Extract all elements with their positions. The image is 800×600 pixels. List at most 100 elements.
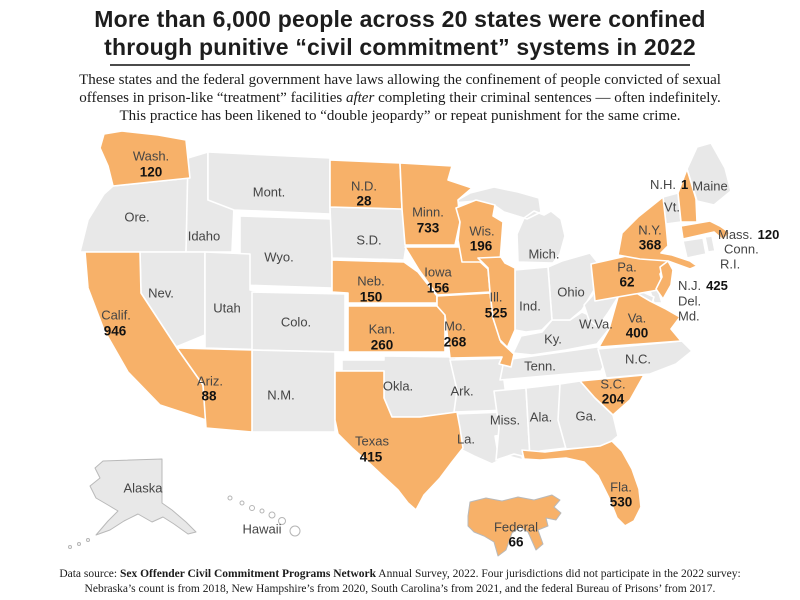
state-value-missouri: 268 [444, 335, 467, 350]
states-with-count [84, 130, 731, 557]
state-label-montana: Mont. [253, 185, 286, 200]
federal-mini-us-shape [467, 494, 562, 557]
callout-connecticut: Conn. [724, 242, 759, 257]
state-label-illinois: Ill. [490, 290, 503, 305]
state-illinois [477, 256, 516, 354]
state-value-pennsylvania: 62 [619, 275, 634, 290]
state-label-ohio: Ohio [557, 285, 584, 300]
callout-new-jersey: N.J. 425 [678, 278, 728, 293]
state-value-virginia: 400 [626, 326, 649, 341]
state-alaska [89, 458, 197, 536]
state-value-minnesota: 733 [417, 221, 440, 236]
state-label-nebraska: Neb. [357, 274, 384, 289]
state-label-pennsylvania: Pa. [617, 260, 637, 275]
callout-rhode-island: R.I. [720, 257, 740, 272]
state-label-west-virginia: W.Va. [579, 317, 613, 332]
state-label-arkansas: Ark. [450, 384, 473, 399]
state-label-oregon: Ore. [124, 210, 149, 225]
state-label-washington: Wash. [133, 149, 169, 164]
state-label-wyoming: Wyo. [264, 250, 294, 265]
state-label-hawaii: Hawaii [242, 522, 281, 537]
state-value-south-carolina: 204 [602, 392, 625, 407]
state-label-alabama: Ala. [530, 410, 552, 425]
state-maine [686, 142, 732, 206]
state-label-wisconsin: Wis. [469, 224, 494, 239]
state-label-indiana: Ind. [519, 299, 541, 314]
outside-labels: N.H. 1 Mass. 120 Conn. R.I. N.J. 425 Del. M… [650, 177, 779, 324]
state-label-kansas: Kan. [369, 322, 396, 337]
state-label-california: Calif. [101, 308, 131, 323]
state-florida [521, 440, 642, 527]
state-label-alaska: Alaska [123, 481, 163, 496]
state-label-south-carolina: S.C. [600, 377, 625, 392]
subtitle-line-2: offenses in prison-like “treatment” faci… [79, 90, 721, 106]
state-montana [207, 151, 331, 215]
state-new-york [617, 196, 698, 270]
alaska-aleutian-island [77, 542, 81, 546]
federal-label: Federal [494, 520, 538, 535]
state-washington [99, 130, 191, 187]
state-label-idaho: Idaho [188, 229, 221, 244]
callout-new-hampshire: N.H. 1 [650, 177, 688, 192]
state-new-jersey [655, 260, 674, 300]
state-arizona [176, 347, 253, 433]
state-virginia [598, 290, 682, 348]
state-label-arizona: Ariz. [197, 374, 223, 389]
callout-delaware: Del. [678, 294, 701, 309]
state-connecticut [682, 237, 707, 259]
state-value-iowa: 156 [427, 281, 450, 296]
state-colorado [251, 291, 346, 353]
state-texas [334, 370, 464, 511]
state-label-south-dakota: S.D. [356, 233, 381, 248]
state-label-missouri: Mo. [444, 319, 466, 334]
subtitle: These states and the federal government … [0, 71, 800, 125]
alaska-aleutian-island [86, 538, 90, 542]
state-value-florida: 530 [610, 495, 633, 510]
callout-maryland: Md. [678, 309, 700, 324]
state-value-texas: 415 [360, 450, 383, 465]
state-label-florida: Fla. [610, 480, 632, 495]
state-label-mississippi: Miss. [490, 413, 520, 428]
state-value-nebraska: 150 [360, 290, 383, 305]
state-value-wisconsin: 196 [470, 239, 493, 254]
state-kansas [347, 305, 446, 353]
state-label-nevada: Nev. [148, 286, 174, 301]
state-value-kansas: 260 [371, 338, 394, 353]
source-line-1: Data source: Sex Offender Civil Commitme… [59, 568, 741, 580]
state-south-carolina [579, 374, 645, 416]
state-value-north-dakota: 28 [356, 194, 372, 209]
state-labels-no-count: Ore. Idaho Mont. Wyo. Nev. Utah Colo. N.… [123, 179, 727, 537]
state-value-illinois: 525 [485, 306, 508, 321]
state-label-oklahoma: Okla. [383, 379, 413, 394]
state-value-arizona: 88 [201, 389, 217, 404]
page-title: More than 6,000 people across 20 states … [0, 5, 800, 61]
state-label-maine: Maine [692, 179, 727, 194]
state-hawaii [227, 495, 301, 537]
states-no-count [68, 142, 732, 549]
title-line-1: More than 6,000 people across 20 states … [94, 6, 706, 32]
federal-value: 66 [508, 535, 524, 550]
state-labels-with-count: Wash. 120 Calif. 946 Ariz. 88 N.D. 28 Mi… [101, 149, 662, 550]
state-label-utah: Utah [213, 301, 240, 316]
state-value-california: 946 [104, 324, 127, 339]
callout-massachusetts: Mass. 120 [718, 227, 779, 242]
source-line-2: Nebraska’s count is from 2018, New Hamps… [84, 582, 716, 595]
state-label-new-york: N.Y. [638, 223, 662, 238]
state-rhode-island [704, 235, 716, 253]
state-label-michigan: Mich. [528, 247, 559, 262]
subtitle-line-1: These states and the federal government … [79, 72, 721, 88]
alaska-aleutian-island [68, 545, 72, 549]
state-label-texas: Texas [355, 434, 389, 449]
title-line-2: through punitive “civil commitment” syst… [104, 34, 696, 60]
state-label-virginia: Va. [628, 311, 647, 326]
state-label-north-dakota: N.D. [351, 179, 377, 194]
state-label-new-mexico: N.M. [267, 388, 294, 403]
subtitle-line-3: This practice has been likened to “doubl… [119, 108, 681, 124]
state-label-north-carolina: N.C. [625, 352, 651, 367]
state-label-louisiana: La. [457, 432, 475, 447]
state-value-new-york: 368 [639, 238, 662, 253]
state-wisconsin [455, 199, 504, 263]
state-massachusetts [680, 220, 731, 241]
